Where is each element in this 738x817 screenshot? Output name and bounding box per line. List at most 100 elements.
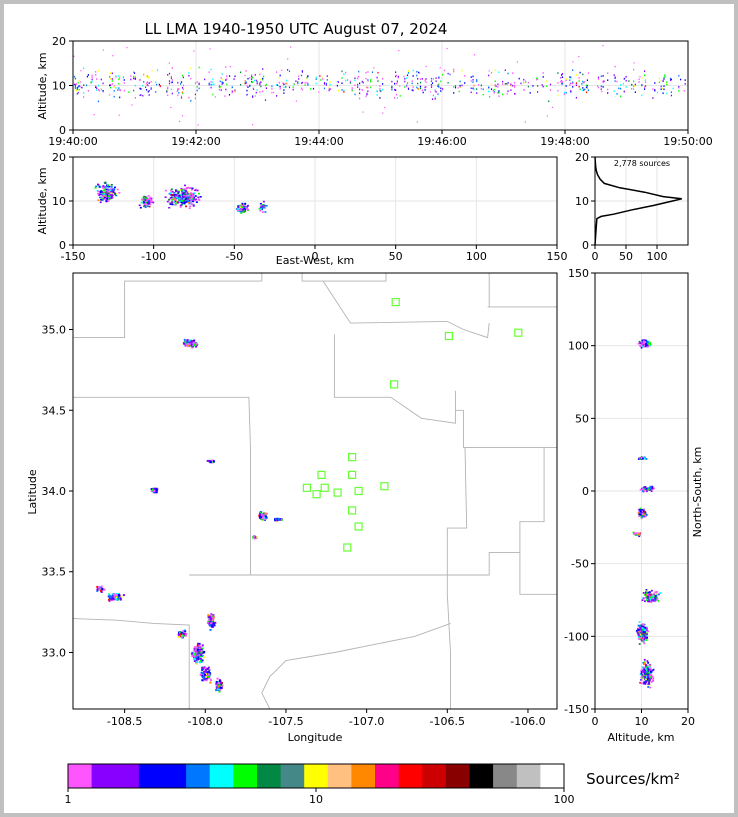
source-point — [570, 91, 572, 93]
source-point — [94, 85, 97, 87]
source-point — [614, 65, 616, 68]
source-point — [254, 74, 256, 76]
source-point — [194, 93, 196, 96]
source-point — [434, 98, 436, 100]
source-point — [80, 70, 82, 72]
source-point — [307, 83, 309, 85]
source-point — [325, 82, 327, 85]
source-point — [210, 68, 212, 71]
source-point — [285, 86, 287, 88]
source-point — [376, 94, 378, 96]
source-point — [196, 89, 198, 92]
density-cell — [198, 642, 201, 645]
source-point — [75, 83, 77, 85]
density-cell — [170, 202, 173, 204]
source-point — [118, 114, 120, 116]
source-point — [83, 96, 85, 98]
density-cell — [203, 676, 206, 679]
source-point — [633, 88, 635, 90]
source-point — [472, 81, 474, 83]
density-cell — [639, 509, 642, 511]
source-point — [641, 85, 643, 87]
source-point — [252, 95, 254, 97]
source-point — [404, 86, 406, 88]
source-point — [357, 77, 359, 80]
source-point — [407, 88, 410, 90]
source-point — [523, 81, 525, 84]
source-point — [148, 94, 150, 96]
source-point — [301, 71, 303, 73]
density-cell — [639, 507, 642, 510]
source-point — [527, 85, 529, 88]
x-tick-label: 19:48:00 — [540, 135, 589, 148]
source-point — [259, 91, 261, 93]
density-cell — [649, 343, 652, 346]
density-cell — [181, 200, 184, 202]
source-point — [678, 90, 680, 92]
source-point — [78, 89, 80, 91]
source-point — [96, 87, 98, 90]
density-cell — [112, 191, 115, 193]
source-point — [602, 80, 604, 83]
density-cell — [174, 189, 177, 191]
density-cell — [115, 594, 118, 597]
density-cell — [646, 673, 649, 676]
density-cell — [118, 594, 121, 597]
source-point — [150, 88, 152, 90]
source-point — [244, 82, 246, 85]
source-point — [283, 83, 285, 86]
density-cell — [645, 681, 648, 684]
source-point — [93, 114, 95, 116]
colorbar-cell — [91, 764, 116, 788]
density-cell — [200, 651, 203, 654]
density-cell — [113, 192, 116, 195]
density-cell — [244, 202, 247, 205]
density-cell — [201, 672, 204, 674]
density-cell — [141, 201, 144, 204]
density-cell — [195, 651, 198, 654]
density-cell — [108, 593, 111, 596]
source-point — [395, 74, 398, 77]
density-cell — [196, 343, 199, 346]
source-point — [663, 77, 665, 79]
density-cell — [103, 192, 106, 194]
density-cell — [99, 191, 102, 194]
source-point — [584, 81, 586, 83]
density-cell — [218, 680, 221, 682]
source-point — [245, 82, 247, 84]
source-point — [472, 79, 474, 81]
density-cell — [172, 194, 175, 196]
density-cell — [98, 588, 101, 591]
density-cell — [646, 633, 648, 636]
density-cell — [112, 598, 115, 601]
source-point — [437, 85, 439, 87]
source-point — [418, 71, 420, 74]
source-point — [437, 83, 439, 86]
source-point — [109, 77, 112, 80]
density-cell — [115, 194, 118, 197]
density-cell — [207, 676, 210, 679]
source-point — [167, 94, 169, 96]
source-point — [77, 91, 79, 94]
density-cell — [640, 639, 643, 642]
density-cell — [644, 510, 647, 513]
source-point — [434, 90, 436, 92]
density-cell — [199, 661, 201, 664]
density-cell — [261, 514, 264, 517]
density-cell — [111, 189, 114, 191]
density-cell — [639, 488, 642, 491]
source-point — [366, 86, 368, 89]
source-point — [278, 76, 280, 79]
source-point — [147, 84, 149, 87]
source-point — [180, 97, 183, 99]
density-cell — [106, 187, 109, 189]
source-point — [102, 82, 104, 85]
source-point — [541, 84, 543, 86]
density-cell — [184, 634, 187, 637]
source-point — [546, 80, 548, 82]
source-point — [424, 86, 426, 89]
source-point — [497, 91, 499, 94]
source-point — [133, 71, 135, 73]
density-cell — [649, 668, 652, 671]
station-marker — [354, 522, 363, 531]
